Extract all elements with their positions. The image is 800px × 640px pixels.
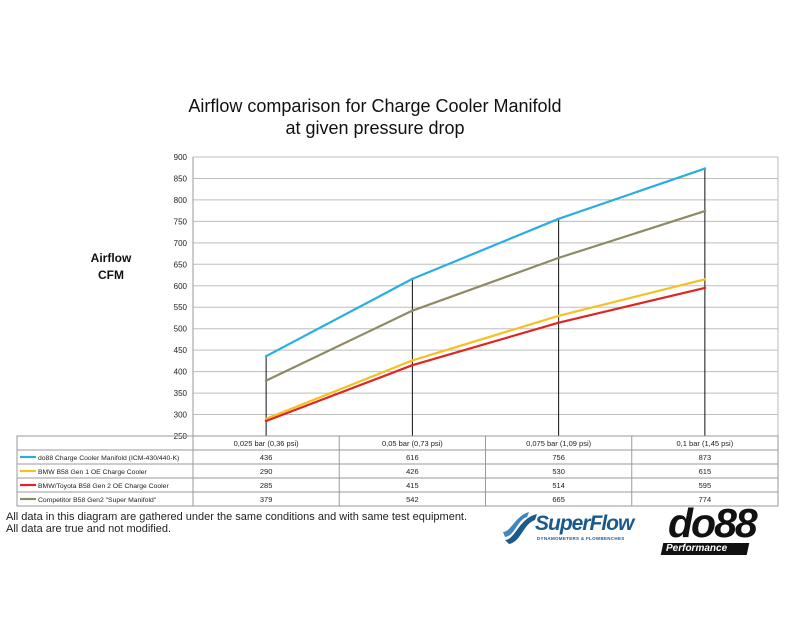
data-point: [411, 309, 414, 312]
series-line: [265, 286, 706, 423]
data-label: 514: [552, 481, 565, 490]
y-tick-label: 300: [174, 411, 188, 420]
data-label: 285: [260, 481, 273, 490]
data-point: [264, 354, 268, 358]
legend-entry: do88 Charge Cooler Manifold (ICM-430/440…: [38, 455, 179, 462]
x-tick-label: 0,025 bar (0,36 psi): [234, 439, 300, 448]
superflow-swoosh-icon: [503, 512, 537, 544]
data-point: [557, 314, 560, 318]
data-point: [557, 321, 560, 324]
y-axis-label: Airflow CFM: [86, 250, 136, 284]
y-tick-label: 700: [174, 239, 188, 248]
data-label: 542: [406, 495, 419, 504]
legend-entry: Competitor B58 Gen2 "Super Manifold": [38, 497, 157, 504]
data-label: 615: [699, 467, 712, 476]
footnote-line1: All data in this diagram are gathered un…: [6, 511, 468, 523]
y-tick-label: 350: [174, 389, 188, 398]
y-tick-label: 900: [174, 153, 188, 162]
data-point: [557, 256, 560, 260]
y-axis-label-line1: Airflow: [90, 251, 132, 265]
data-point: [411, 363, 414, 367]
data-label: 290: [260, 467, 273, 476]
superflow-logo-text: SuperFlow: [535, 512, 634, 535]
data-label: 873: [699, 453, 712, 462]
series-line: [265, 278, 706, 420]
data-label: 530: [552, 467, 565, 476]
chart-title-line2: at given pressure drop: [285, 118, 465, 138]
data-point: [557, 217, 560, 221]
y-tick-label: 750: [174, 217, 188, 226]
y-axis-label-line2: CFM: [98, 268, 124, 282]
legend-entry: BMW B58 Gen 1 OE Charge Cooler: [38, 469, 148, 476]
y-tick-label: 550: [174, 303, 188, 312]
data-label: 436: [260, 453, 273, 462]
y-tick-label: 500: [174, 325, 188, 334]
data-label: 379: [260, 495, 273, 504]
y-tick-label: 800: [174, 196, 188, 205]
data-point: [703, 209, 707, 213]
data-point: [411, 359, 414, 362]
y-tick-label: 600: [174, 282, 188, 291]
superflow-logo: SuperFlow DYNAMOMETERS & FLOWBENCHES: [499, 508, 639, 548]
data-label: 426: [406, 467, 419, 476]
data-table-border: [16, 435, 779, 507]
data-label: 616: [406, 453, 419, 462]
do88-logo-tagline: Performance: [666, 543, 728, 554]
y-tick-label: 850: [174, 174, 188, 183]
data-point: [411, 277, 414, 281]
y-tick-label: 650: [174, 260, 188, 269]
do88-logo: do88 Performance: [660, 500, 788, 558]
data-label: 595: [699, 481, 712, 490]
superflow-logo-tagline: DYNAMOMETERS & FLOWBENCHES: [537, 536, 625, 541]
legend-entry: BMW/Toyota B58 Gen 2 OE Charge Cooler: [38, 483, 169, 490]
series-line: [265, 167, 706, 358]
data-point: [264, 379, 268, 382]
y-tick-label: 400: [174, 368, 188, 377]
data-point: [703, 286, 707, 290]
footnote: All data in this diagram are gathered un…: [6, 511, 467, 535]
data-label: 774: [699, 495, 712, 504]
chart-title-line1: Airflow comparison for Charge Cooler Man…: [188, 96, 562, 116]
x-tick-label: 0,05 bar (0,73 psi): [382, 439, 443, 448]
data-label: 756: [552, 453, 565, 462]
x-tick-label: 0,075 bar (1,09 psi): [526, 439, 592, 448]
do88-logo-text: do88: [668, 500, 758, 546]
data-label: 665: [552, 495, 565, 504]
data-point: [264, 419, 268, 423]
footnote-line2: All data are true and not modified.: [6, 523, 172, 535]
data-point: [703, 167, 707, 170]
x-tick-label: 0,1 bar (1,45 psi): [677, 439, 734, 448]
y-tick-label: 450: [174, 346, 188, 355]
data-point: [264, 417, 268, 421]
data-label: 415: [406, 481, 419, 490]
series-line: [265, 210, 706, 382]
data-point: [703, 278, 707, 281]
